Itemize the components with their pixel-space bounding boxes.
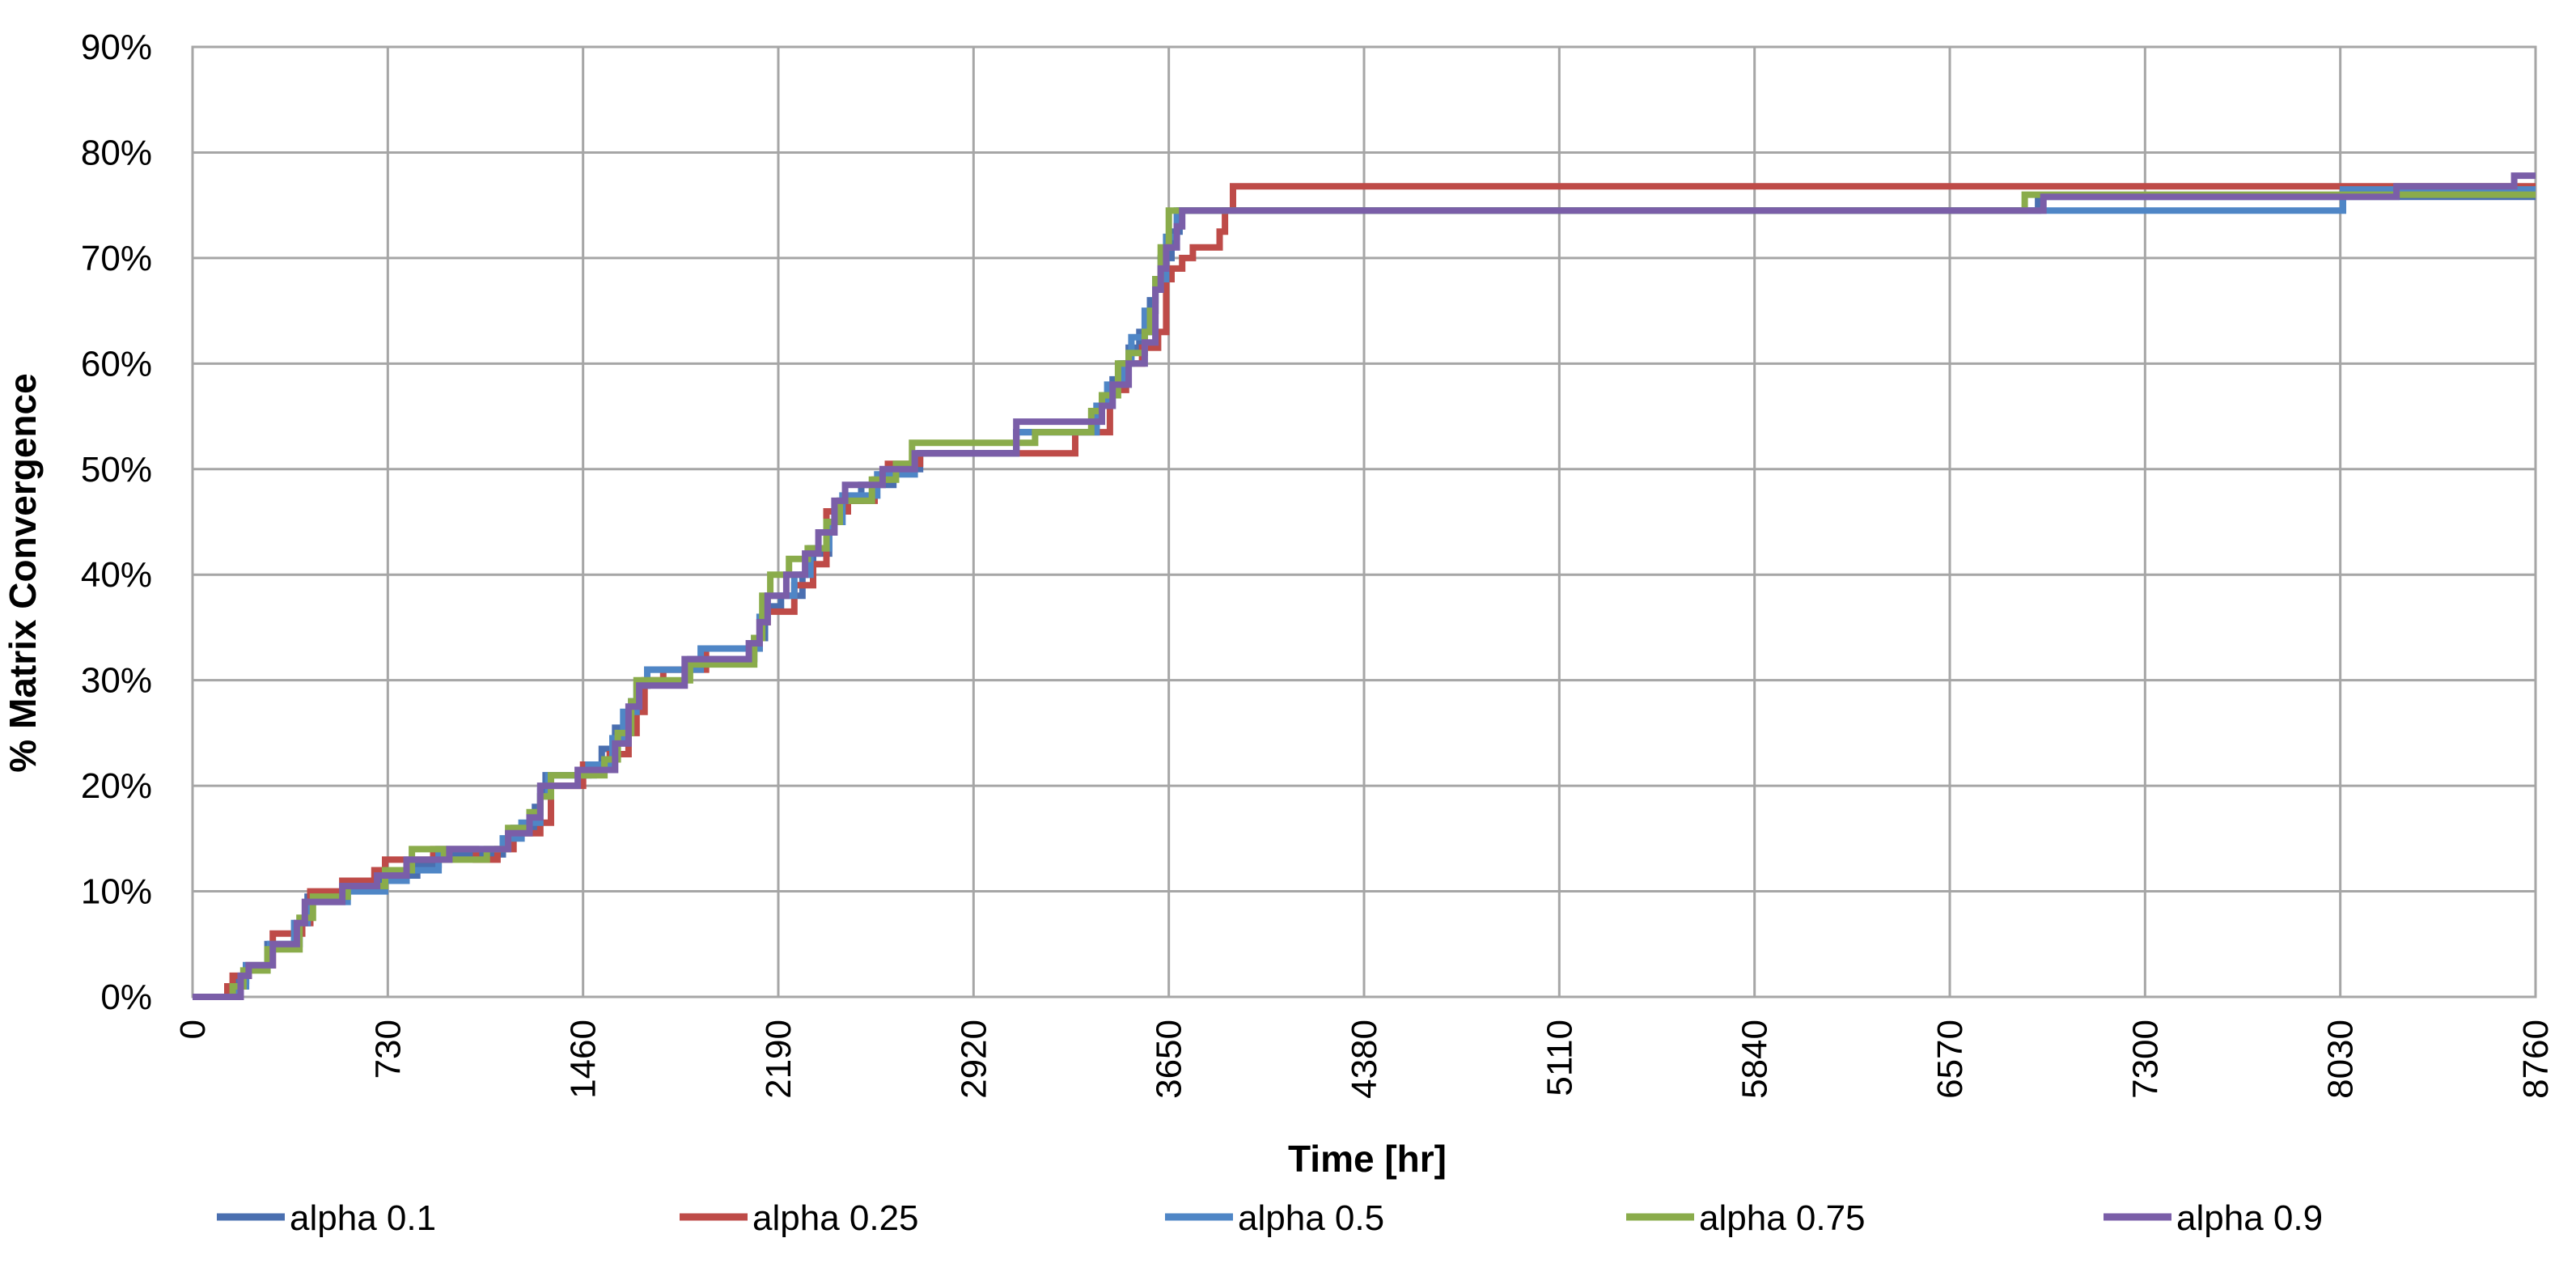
y-tick-label: 30%	[81, 661, 152, 701]
x-tick-label: 1460	[564, 1020, 604, 1099]
x-tick-label: 4380	[1345, 1020, 1384, 1099]
legend-label-1: alpha 0.1	[290, 1198, 436, 1238]
x-tick-label: 6570	[1930, 1020, 1970, 1099]
y-tick-label: 40%	[81, 555, 152, 595]
plot-area-frame	[191, 45, 2537, 999]
y-tick-label: 60%	[81, 344, 152, 384]
x-tick-label: 0	[173, 1020, 213, 1039]
x-tick-label: 5110	[1540, 1020, 1579, 1096]
y-tick-label: 10%	[81, 872, 152, 912]
x-tick-label: 8760	[2516, 1020, 2556, 1099]
y-tick-label: 70%	[81, 239, 152, 278]
y-tick-label: 20%	[81, 766, 152, 806]
y-tick-label: 90%	[81, 28, 152, 67]
x-tick-label: 5840	[1735, 1020, 1775, 1099]
x-axis-title: Time [hr]	[1288, 1138, 1447, 1180]
legend-label-2: alpha 0.25	[752, 1198, 919, 1238]
x-tick-label: 7300	[2125, 1020, 2165, 1099]
x-tick-label: 730	[368, 1020, 408, 1079]
y-axis-title: % Matrix Convergence	[2, 373, 44, 772]
y-tick-label: 80%	[81, 133, 152, 172]
y-tick-label: 0%	[100, 977, 152, 1017]
y-tick-label: 50%	[81, 450, 152, 490]
x-tick-label: 3650	[1150, 1020, 1189, 1099]
legend-label-5: alpha 0.9	[2176, 1198, 2323, 1238]
legend: alpha 0.1 alpha 0.25 alpha 0.5 alpha 0.75 al…	[217, 1198, 2323, 1238]
series-line-5	[193, 172, 2536, 1000]
legend-label-4: alpha 0.75	[1699, 1198, 1866, 1238]
x-axis-tick-labels: 0 730 1460 2190 2920 3650 4380 5110 5840 6570 7300…	[173, 1020, 2556, 1099]
x-tick-label: 2190	[759, 1020, 799, 1099]
series-lines	[193, 172, 2536, 1000]
legend-label-3: alpha 0.5	[1238, 1198, 1384, 1238]
grid	[191, 45, 2537, 999]
x-tick-label: 8030	[2321, 1020, 2361, 1099]
y-axis-tick-labels: 0% 10% 20% 30% 40% 50% 60% 70% 80% 90%	[81, 28, 152, 1017]
x-tick-label: 2920	[954, 1020, 994, 1099]
